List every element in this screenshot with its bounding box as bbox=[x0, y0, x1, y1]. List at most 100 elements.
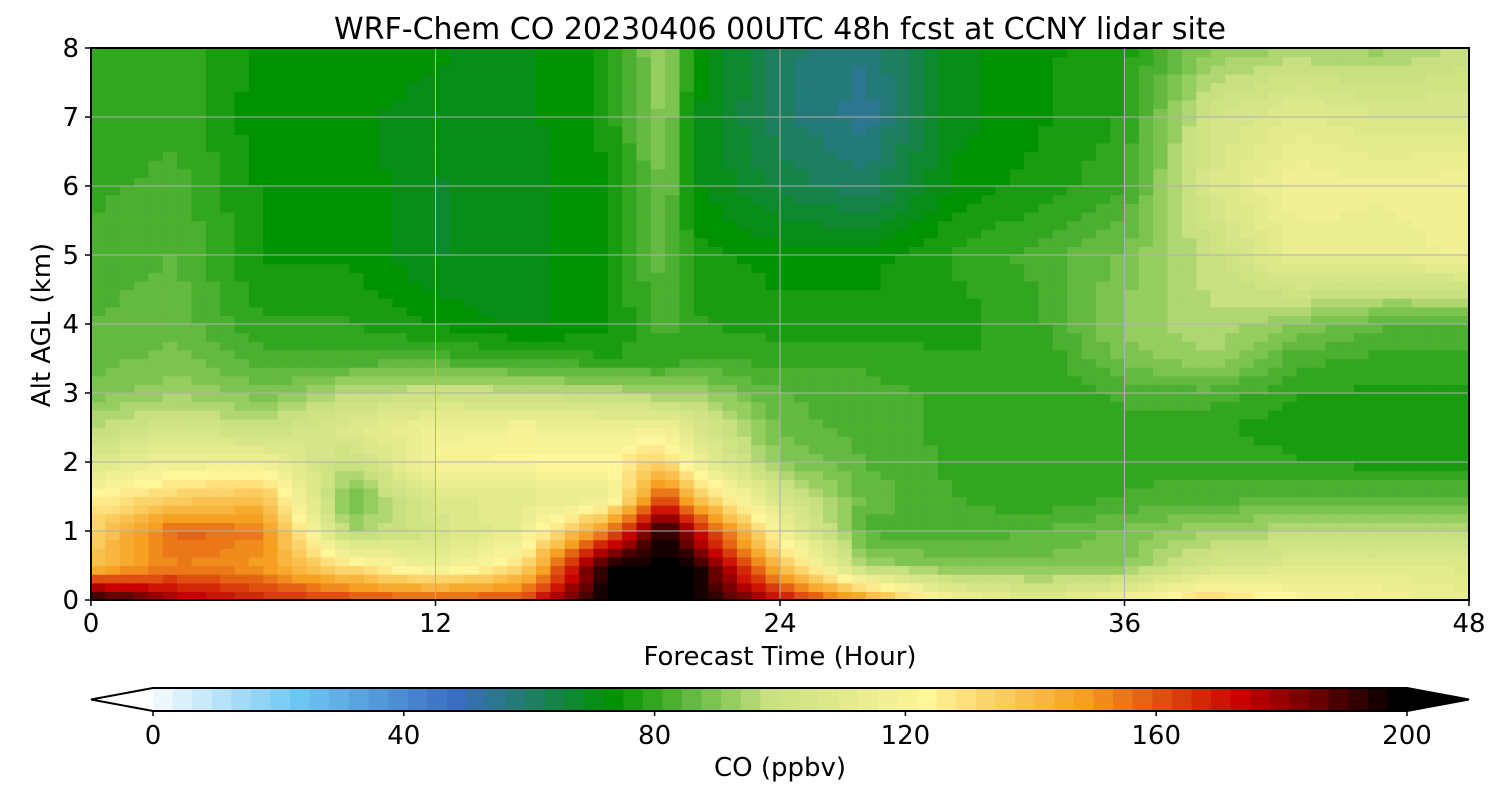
heat-cell bbox=[507, 539, 523, 549]
heat-cell bbox=[794, 306, 810, 316]
heat-cell bbox=[406, 341, 422, 351]
heat-cell bbox=[1354, 487, 1370, 498]
heat-cell bbox=[320, 332, 336, 342]
heat-cell bbox=[1038, 186, 1054, 196]
heat-cell bbox=[837, 341, 853, 351]
heat-cell bbox=[162, 168, 178, 178]
heat-cell bbox=[1167, 186, 1183, 196]
heat-cell bbox=[1239, 341, 1255, 351]
heat-cell bbox=[105, 410, 121, 420]
heat-cell bbox=[263, 496, 279, 506]
heat-cell bbox=[363, 410, 379, 420]
heat-cell bbox=[736, 324, 752, 334]
heat-cell bbox=[1253, 298, 1269, 308]
heat-cell bbox=[579, 470, 594, 480]
heat-cell bbox=[693, 453, 709, 463]
heat-cell bbox=[837, 220, 853, 230]
heat-cell bbox=[521, 229, 537, 239]
heat-cell bbox=[1382, 203, 1398, 213]
heat-cell bbox=[636, 263, 652, 273]
heat-cell bbox=[1095, 298, 1111, 308]
heat-cell bbox=[392, 263, 408, 273]
heat-cell bbox=[464, 341, 480, 351]
heat-cell bbox=[435, 289, 451, 299]
heat-cell bbox=[435, 565, 451, 575]
heat-cell bbox=[1440, 487, 1456, 498]
heat-cell bbox=[622, 410, 638, 420]
heat-cell bbox=[1296, 513, 1312, 523]
heat-cell bbox=[220, 513, 236, 523]
heat-cell bbox=[909, 462, 925, 472]
heat-cell bbox=[1325, 272, 1341, 282]
heat-cell bbox=[306, 539, 322, 549]
heat-cell bbox=[823, 513, 839, 523]
heat-cell bbox=[248, 574, 264, 584]
heat-cell bbox=[1311, 410, 1327, 420]
heat-cell bbox=[708, 332, 724, 342]
heat-cell bbox=[521, 186, 537, 196]
heat-cell bbox=[550, 522, 566, 532]
heat-cell bbox=[823, 237, 839, 247]
heat-cell bbox=[665, 470, 681, 480]
heat-cell bbox=[765, 505, 781, 515]
heat-cell bbox=[1397, 582, 1413, 592]
heat-cell bbox=[134, 565, 150, 575]
heat-cell bbox=[1167, 211, 1183, 222]
heat-cell bbox=[1239, 513, 1255, 523]
heat-cell bbox=[1397, 487, 1413, 498]
heat-cell bbox=[650, 531, 666, 541]
heat-cell bbox=[306, 531, 322, 541]
heat-cell bbox=[1354, 160, 1370, 170]
heat-cell bbox=[1268, 479, 1283, 489]
heat-cell bbox=[607, 341, 623, 351]
heat-cell bbox=[636, 418, 652, 429]
heat-cell bbox=[1354, 444, 1370, 454]
heat-cell bbox=[291, 324, 307, 334]
heat-cell bbox=[665, 315, 681, 325]
heat-cell bbox=[234, 470, 250, 480]
heat-cell bbox=[966, 194, 982, 204]
heat-cell bbox=[650, 177, 666, 187]
heat-cell bbox=[492, 177, 508, 187]
heat-cell bbox=[1196, 237, 1212, 247]
heat-cell bbox=[923, 211, 939, 222]
heat-cell bbox=[1167, 280, 1183, 291]
heat-cell bbox=[306, 548, 322, 558]
heat-cell bbox=[1382, 548, 1398, 558]
heat-cell bbox=[1268, 487, 1283, 498]
heat-cell bbox=[91, 427, 106, 437]
heat-cell bbox=[708, 367, 724, 377]
heat-cell bbox=[535, 375, 551, 385]
heat-cell bbox=[191, 289, 207, 299]
heat-cell bbox=[220, 220, 236, 230]
heat-cell bbox=[851, 565, 867, 575]
heat-cell bbox=[435, 186, 451, 196]
heat-cell bbox=[205, 229, 221, 239]
heat-cell bbox=[995, 522, 1011, 532]
heat-cell bbox=[995, 168, 1011, 178]
heat-cell bbox=[1311, 211, 1327, 222]
heat-cell bbox=[220, 393, 236, 403]
heat-cell bbox=[593, 393, 609, 403]
heat-cell bbox=[1110, 168, 1126, 178]
heat-cell bbox=[765, 401, 781, 411]
heat-cell bbox=[636, 470, 652, 480]
heat-cell bbox=[449, 203, 465, 213]
heat-cell bbox=[392, 462, 408, 472]
heat-cell bbox=[708, 548, 724, 558]
heat-cell bbox=[564, 522, 580, 532]
heat-cell bbox=[794, 160, 810, 170]
heat-cell bbox=[406, 496, 422, 506]
heat-cell bbox=[335, 349, 350, 360]
heat-cell bbox=[837, 160, 853, 170]
heat-cell bbox=[1138, 349, 1154, 360]
heat-cell bbox=[880, 272, 896, 282]
heat-cell bbox=[177, 160, 193, 170]
heat-cell bbox=[1024, 565, 1039, 575]
heat-cell bbox=[134, 531, 150, 541]
heat-cell bbox=[320, 418, 336, 429]
heat-cell bbox=[1296, 203, 1312, 213]
heat-cell bbox=[1311, 418, 1327, 429]
heat-cell bbox=[205, 427, 221, 437]
heat-cell bbox=[736, 186, 752, 196]
